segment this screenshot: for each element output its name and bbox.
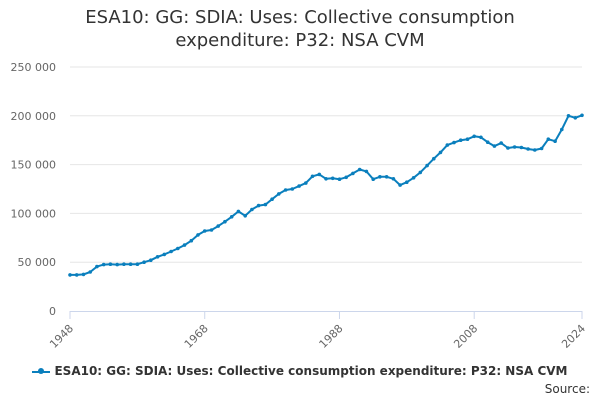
- data-point: [425, 163, 429, 168]
- data-point: [122, 262, 126, 267]
- data-point: [566, 114, 571, 118]
- y-tick-label: 200 000: [11, 110, 57, 123]
- data-point: [297, 184, 301, 188]
- data-point: [580, 113, 584, 118]
- data-point: [344, 175, 349, 180]
- data-point: [209, 228, 214, 232]
- data-point: [539, 146, 544, 151]
- data-point: [88, 270, 92, 274]
- x-tick-label: 1988: [317, 322, 346, 351]
- data-point: [485, 140, 490, 144]
- x-tick-label: 2024: [559, 322, 588, 351]
- data-point: [283, 188, 288, 192]
- data-point: [263, 202, 268, 207]
- data-point: [176, 246, 180, 251]
- data-point: [108, 262, 113, 267]
- data-point: [196, 233, 200, 237]
- data-point: [432, 156, 436, 161]
- data-point: [149, 258, 153, 263]
- data-point: [364, 169, 369, 174]
- data-point: [405, 180, 409, 184]
- data-point: [115, 262, 119, 267]
- data-point: [398, 183, 402, 187]
- data-point: [324, 177, 328, 181]
- data-point: [128, 262, 133, 267]
- data-point: [553, 139, 557, 143]
- data-point: [216, 224, 220, 228]
- legend-label: ESA10: GG: SDIA: Uses: Collective consum…: [54, 364, 568, 378]
- data-point: [519, 145, 524, 150]
- data-point: [438, 150, 443, 155]
- source-label: Source:: [544, 382, 590, 396]
- data-point: [465, 137, 470, 141]
- data-point: [277, 192, 281, 196]
- data-point: [155, 254, 160, 259]
- series-line: [70, 114, 583, 276]
- data-point: [223, 219, 227, 224]
- data-point: [452, 140, 456, 145]
- data-point: [384, 175, 389, 179]
- grid-lines: [70, 66, 582, 263]
- data-point: [526, 147, 530, 151]
- data-point: [506, 146, 510, 150]
- data-point: [189, 238, 194, 243]
- data-point: [310, 174, 315, 179]
- data-point: [68, 273, 72, 277]
- data-point: [573, 116, 578, 120]
- chart-title: ESA10: GG: SDIA: Uses: Collective consum…: [85, 7, 515, 51]
- data-point: [391, 177, 396, 181]
- y-tick-label: 150 000: [11, 159, 57, 172]
- x-tick-label: 1968: [182, 322, 211, 351]
- data-point: [492, 144, 497, 148]
- y-axis: 0 50 000 100 000 150 000 200 000 250 000: [11, 61, 57, 318]
- y-tick-label: 100 000: [11, 207, 57, 220]
- series-group: [68, 113, 584, 277]
- data-point: [142, 260, 146, 265]
- data-point: [256, 203, 261, 208]
- data-point: [317, 172, 322, 177]
- data-point: [290, 187, 295, 191]
- x-axis: 1948 1968 1988 2008 2024: [47, 311, 588, 351]
- x-tick-label: 2008: [451, 322, 480, 351]
- data-point: [182, 243, 187, 247]
- data-point: [533, 148, 537, 152]
- data-point: [411, 176, 416, 180]
- data-point: [270, 197, 274, 201]
- data-point: [337, 177, 342, 181]
- data-point: [418, 170, 423, 175]
- data-point: [445, 143, 450, 147]
- data-point: [371, 177, 376, 181]
- data-point: [81, 272, 86, 277]
- data-point: [101, 262, 106, 267]
- legend-swatch: [32, 367, 51, 374]
- data-point: [512, 145, 517, 149]
- data-point: [560, 127, 564, 132]
- legend[interactable]: ESA10: GG: SDIA: Uses: Collective consum…: [0, 364, 600, 378]
- y-tick-label: 50 000: [18, 256, 57, 269]
- data-point: [351, 171, 355, 176]
- data-point: [304, 181, 308, 185]
- y-tick-label: 0: [49, 305, 56, 318]
- data-point: [243, 214, 247, 218]
- data-point: [250, 207, 254, 212]
- data-point: [378, 175, 382, 179]
- data-point: [458, 138, 463, 142]
- data-point: [74, 273, 79, 277]
- data-point: [236, 209, 241, 214]
- data-point: [357, 167, 362, 172]
- data-point: [169, 249, 173, 254]
- data-point: [135, 262, 140, 267]
- data-point: [95, 264, 99, 269]
- y-tick-label: 250 000: [11, 61, 57, 74]
- data-point: [499, 141, 504, 145]
- data-point: [162, 252, 167, 257]
- data-point: [229, 215, 234, 219]
- data-point: [479, 135, 483, 140]
- data-point: [546, 137, 551, 141]
- x-tick-label: 1948: [47, 322, 76, 351]
- data-point: [202, 229, 207, 233]
- data-point: [330, 176, 335, 181]
- data-point: [472, 134, 477, 139]
